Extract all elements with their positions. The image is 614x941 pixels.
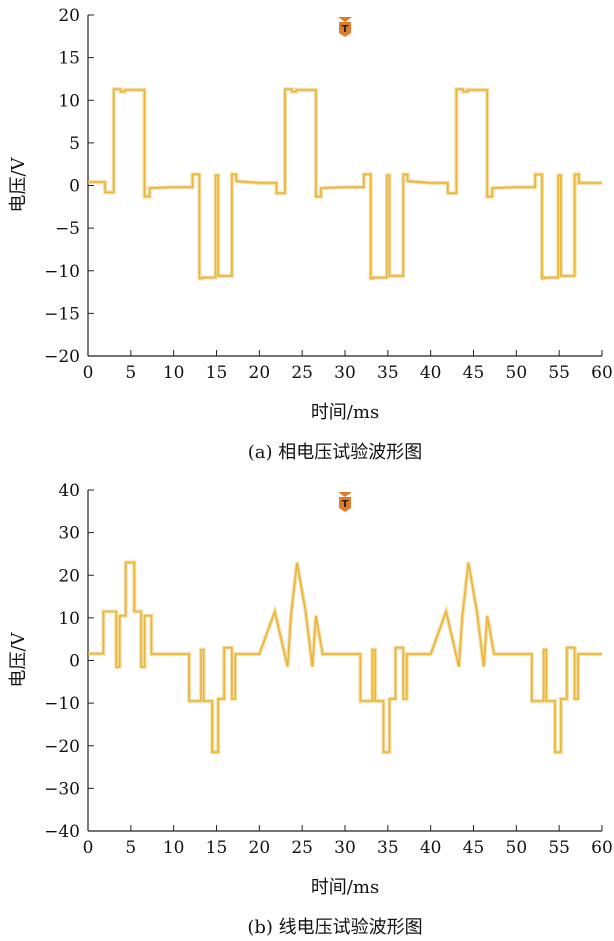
x-tick-label: 25 xyxy=(291,363,313,383)
x-tick-label: 10 xyxy=(163,363,185,383)
x-tick-label: 50 xyxy=(506,363,528,383)
x-tick-label: 55 xyxy=(548,363,570,383)
series-line-halo xyxy=(88,87,602,281)
x-tick-label: 60 xyxy=(591,363,613,383)
chart-b-axes xyxy=(87,490,602,832)
chart-a-caption: (a) 相电压试验波形图 xyxy=(248,442,423,463)
chart-a: −20 −15 −10 −5 0 5 10 15 20 0 5 10 15 20 25 30 35 40 45 50 5… xyxy=(8,6,613,463)
chart-a-trigger-marker: T xyxy=(338,17,352,37)
y-tick-label: −10 xyxy=(44,694,80,714)
x-tick-label: 45 xyxy=(463,838,485,858)
y-tick-label: −30 xyxy=(44,779,80,799)
x-tick-label: 45 xyxy=(463,363,485,383)
y-tick-label: 5 xyxy=(69,134,80,154)
x-tick-label: 50 xyxy=(506,838,528,858)
trigger-marker-label: T xyxy=(342,24,349,35)
x-tick-label: 25 xyxy=(291,838,313,858)
y-tick-label: −15 xyxy=(44,304,80,324)
x-tick-label: 40 xyxy=(420,363,442,383)
y-tick-label: 15 xyxy=(58,49,80,69)
x-tick-label: 20 xyxy=(249,838,271,858)
y-tick-label: −20 xyxy=(44,737,80,757)
y-tick-label: 40 xyxy=(58,481,80,501)
y-tick-label: −20 xyxy=(44,347,80,367)
x-tick-label: 40 xyxy=(420,838,442,858)
chart-b-ticks: −40 −30 −20 −10 0 10 20 30 40 0 5 10 15 20 25 30 35 40 45 5… xyxy=(44,481,613,858)
chart-a-xlabel: 时间/ms xyxy=(311,402,379,423)
chart-a-ticks: −20 −15 −10 −5 0 5 10 15 20 0 5 10 15 20 25 30 35 40 45 50 5… xyxy=(44,6,613,383)
x-tick-label: 5 xyxy=(125,838,136,858)
y-tick-label: −40 xyxy=(44,822,80,842)
y-tick-label: 0 xyxy=(69,177,80,197)
x-tick-label: 35 xyxy=(377,363,399,383)
trigger-marker-label: T xyxy=(342,499,349,510)
y-tick-label: 30 xyxy=(58,524,80,544)
x-tick-label: 10 xyxy=(163,838,185,858)
x-tick-label: 60 xyxy=(591,838,613,858)
y-tick-label: 10 xyxy=(58,609,80,629)
y-tick-label: 10 xyxy=(58,91,80,111)
x-tick-label: 0 xyxy=(83,363,94,383)
x-tick-label: 5 xyxy=(125,363,136,383)
trigger-arrow-icon xyxy=(338,17,352,22)
chart-b: −40 −30 −20 −10 0 10 20 30 40 0 5 10 15 20 25 30 35 40 45 5… xyxy=(8,481,613,938)
chart-a-trace xyxy=(88,87,602,281)
x-tick-label: 15 xyxy=(206,363,228,383)
trigger-marker-icon xyxy=(339,22,351,37)
x-tick-label: 30 xyxy=(334,838,356,858)
y-tick-label: −5 xyxy=(55,219,80,239)
chart-a-ylabel: 电压/V xyxy=(8,156,29,212)
trigger-arrow-icon xyxy=(338,492,352,497)
x-tick-label: 30 xyxy=(334,363,356,383)
series-line xyxy=(88,88,602,280)
y-tick-label: −10 xyxy=(44,262,80,282)
series-line-halo xyxy=(88,560,602,755)
trigger-marker-icon xyxy=(339,497,351,512)
chart-b-trigger-marker: T xyxy=(338,492,352,512)
y-tick-label: 20 xyxy=(58,566,80,586)
x-tick-label: 55 xyxy=(548,838,570,858)
x-tick-label: 20 xyxy=(249,363,271,383)
x-tick-label: 35 xyxy=(377,838,399,858)
y-tick-label: 20 xyxy=(58,6,80,26)
chart-b-ylabel: 电压/V xyxy=(8,631,29,687)
chart-b-caption: (b) 线电压试验波形图 xyxy=(247,917,422,938)
x-tick-label: 15 xyxy=(206,838,228,858)
chart-b-xlabel: 时间/ms xyxy=(311,877,379,898)
chart-b-trace xyxy=(88,560,602,755)
series-line xyxy=(88,561,602,753)
x-tick-label: 0 xyxy=(83,838,94,858)
y-tick-label: 0 xyxy=(69,652,80,672)
